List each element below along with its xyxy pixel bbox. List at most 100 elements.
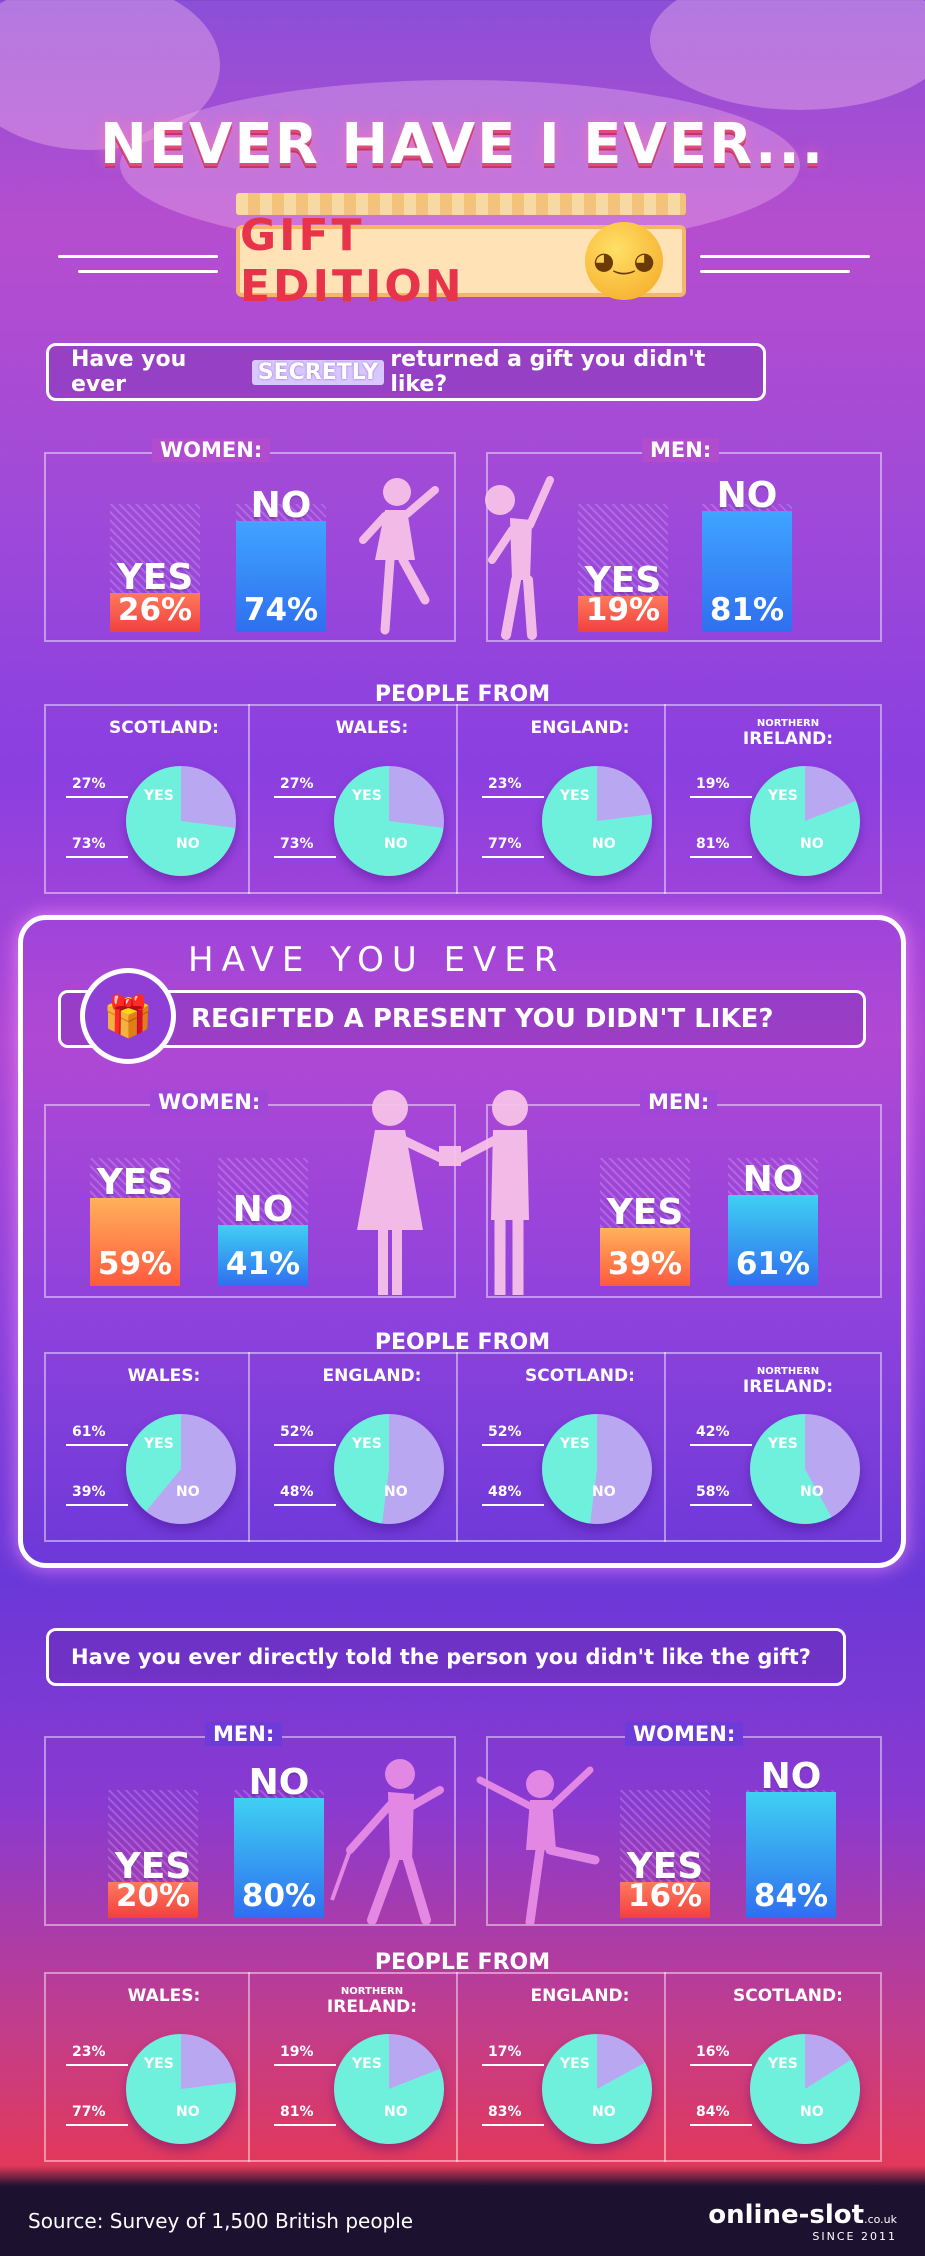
region-no-value: 81% — [280, 2104, 314, 2120]
region-name-text: WALES: — [127, 1986, 201, 2006]
region-name-text: IRELAND: — [326, 1997, 418, 2017]
bar-yes-value: 19% — [585, 592, 661, 628]
leader-line — [66, 1504, 128, 1506]
leader-line — [482, 1504, 544, 1506]
region-name: NORTHERN IRELAND: — [282, 1986, 462, 2017]
people-from-3: PEOPLE FROM — [374, 1950, 551, 1975]
region-no-value: 39% — [72, 1484, 106, 1500]
bar-yes-label: YES — [96, 1161, 174, 1203]
women-label-3: WOMEN: — [625, 1722, 744, 1746]
region-pie-chart — [542, 766, 652, 876]
brand-logo[interactable]: online-slot.co.uk SINCE 2011 — [708, 2200, 897, 2243]
pie-yes-label: YES — [352, 1436, 382, 1452]
bar-yes-value: 16% — [627, 1878, 703, 1914]
pie-yes-label: YES — [560, 788, 590, 804]
region-pie-chart — [542, 2034, 652, 2144]
bar-yes — [578, 596, 668, 632]
pie-yes-label: YES — [144, 1436, 174, 1452]
region-yes-value: 27% — [280, 776, 314, 792]
section-2-heading: HAVE YOU EVER — [188, 940, 566, 980]
divider — [58, 255, 218, 258]
region-yes-value: 23% — [488, 776, 522, 792]
region-yes-value: 52% — [280, 1424, 314, 1440]
region-name-prefix: NORTHERN — [340, 1986, 404, 1997]
leader-line — [274, 856, 336, 858]
region-no-value: 77% — [488, 836, 522, 852]
region-name: NORTHERN IRELAND: — [698, 718, 878, 749]
bar-yes-label: YES — [114, 1846, 192, 1887]
region-yes-value: 16% — [696, 2044, 730, 2060]
leader-line — [66, 1444, 128, 1446]
pie-no-label: NO — [384, 836, 408, 852]
region-yes-value: 17% — [488, 2044, 522, 2060]
region-name-text: IRELAND: — [742, 1377, 834, 1397]
pie-yes-label: YES — [768, 788, 798, 804]
bar-yes — [620, 1882, 710, 1918]
region-name-prefix: NORTHERN — [756, 1366, 820, 1377]
bar-no-label: NO — [248, 1762, 310, 1803]
region-no-value: 48% — [280, 1484, 314, 1500]
question-2-text: REGIFTED A PRESENT YOU DIDN'T LIKE? — [191, 1004, 774, 1034]
question-1-tag: SECRETLY — [251, 359, 385, 385]
bar-yes-value: 26% — [117, 592, 193, 628]
logo-text: online-slot — [708, 2199, 865, 2230]
region-name: WALES: — [282, 718, 462, 738]
main-title: NEVER HAVE I EVER... — [100, 112, 825, 177]
pie-yes-label: YES — [144, 788, 174, 804]
region-name: ENGLAND: — [490, 1986, 670, 2006]
dancing-man-icon — [485, 476, 554, 640]
bar-yes-label: YES — [626, 1846, 704, 1887]
bar-no-value: 41% — [225, 1246, 301, 1282]
leader-line — [690, 2064, 752, 2066]
region-yes-value: 52% — [488, 1424, 522, 1440]
question-3-text: Have you ever directly told the person y… — [71, 1645, 811, 1669]
women-label-2: WOMEN: — [150, 1090, 269, 1114]
region-separator — [456, 704, 458, 894]
question-3: Have you ever directly told the person y… — [46, 1628, 846, 1686]
bar-yes — [108, 1882, 198, 1918]
region-name-text: SCOTLAND: — [109, 718, 219, 738]
region-pie-chart — [126, 1414, 236, 1524]
leader-line — [690, 2124, 752, 2126]
region-name: ENGLAND: — [282, 1366, 462, 1386]
pie-yes-label: YES — [768, 2056, 798, 2072]
bar-no-value: 61% — [735, 1246, 811, 1282]
region-pie-chart — [334, 766, 444, 876]
pie-no-label: NO — [800, 2104, 824, 2120]
region-separator — [664, 1352, 666, 1542]
region-name-prefix: NORTHERN — [756, 718, 820, 729]
men-label-3: MEN: — [205, 1722, 283, 1746]
bar-no-value: 84% — [753, 1878, 829, 1914]
region-separator — [456, 1352, 458, 1542]
bar-no-label: NO — [760, 1756, 822, 1797]
region-no-value: 83% — [488, 2104, 522, 2120]
divider — [700, 270, 850, 273]
region-pie-chart — [750, 2034, 860, 2144]
leader-line — [274, 1444, 336, 1446]
bar-no — [728, 1194, 818, 1286]
bar-yes-value: 39% — [607, 1246, 683, 1282]
logo-suffix: .co.uk — [864, 2212, 897, 2226]
bar-no — [746, 1792, 836, 1918]
question-1-pre: Have you ever — [71, 347, 187, 397]
gift-exchange-icon — [357, 1090, 529, 1295]
question-1: Have you ever SECRETLY returned a gift y… — [46, 343, 766, 401]
region-name: SCOTLAND: — [698, 1986, 878, 2006]
region-separator — [456, 1972, 458, 2162]
leader-line — [482, 796, 544, 798]
region-yes-value: 19% — [696, 776, 730, 792]
leader-line — [274, 2124, 336, 2126]
bar-no-value: 80% — [241, 1878, 317, 1914]
leader-line — [66, 2064, 128, 2066]
ballerina-icon — [476, 1766, 600, 1925]
pie-no-label: NO — [384, 2104, 408, 2120]
divider — [700, 255, 870, 258]
pie-no-label: NO — [176, 836, 200, 852]
bar-no-value: 74% — [243, 592, 319, 628]
bar-no-label: NO — [250, 485, 312, 526]
logo-since: SINCE 2011 — [812, 2229, 897, 2243]
bar-yes — [110, 593, 200, 632]
gift-cycle-icon: 🎁 — [80, 968, 176, 1064]
fencing-man-icon — [330, 1759, 444, 1925]
region-name: WALES: — [74, 1986, 254, 2006]
